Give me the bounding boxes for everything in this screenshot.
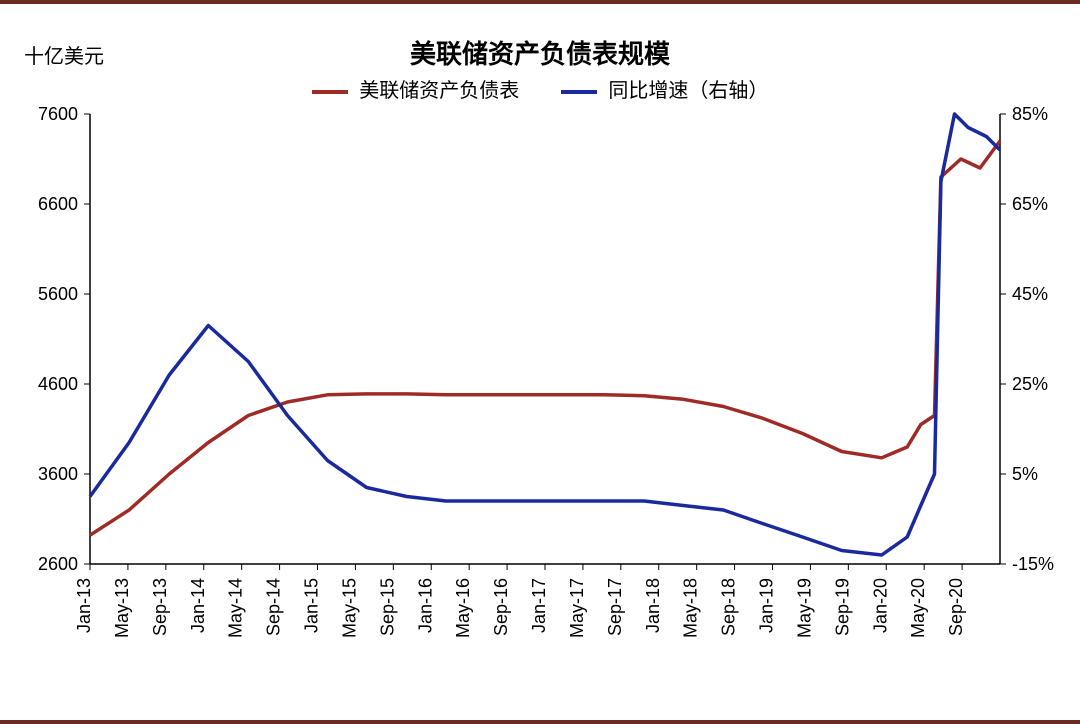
svg-text:3600: 3600 <box>38 464 78 484</box>
svg-text:6600: 6600 <box>38 194 78 214</box>
svg-text:May-13: May-13 <box>112 578 132 638</box>
svg-text:Jan-14: Jan-14 <box>188 578 208 633</box>
svg-text:Jan-17: Jan-17 <box>529 578 549 633</box>
svg-text:Jan-15: Jan-15 <box>302 578 322 633</box>
svg-text:Sep-14: Sep-14 <box>264 578 284 636</box>
svg-text:5%: 5% <box>1012 464 1038 484</box>
svg-text:May-15: May-15 <box>339 578 359 638</box>
svg-text:May-18: May-18 <box>681 578 701 638</box>
svg-text:45%: 45% <box>1012 284 1048 304</box>
chart-svg: 2600 3600 4600 5600 6600 7600 -15% 5% 25% 45% 65% 8… <box>0 104 1080 704</box>
svg-text:Jan-16: Jan-16 <box>415 578 435 633</box>
legend-item-series1: 美联储资产负债表 <box>312 80 525 102</box>
legend-swatch-2 <box>561 90 597 94</box>
legend-item-series2: 同比增速（右轴） <box>561 80 769 102</box>
svg-text:-15%: -15% <box>1012 554 1054 574</box>
legend-swatch-1 <box>312 90 348 94</box>
svg-text:Sep-15: Sep-15 <box>377 578 397 636</box>
svg-text:25%: 25% <box>1012 374 1048 394</box>
svg-text:Sep-20: Sep-20 <box>946 578 966 636</box>
svg-text:Sep-19: Sep-19 <box>832 578 852 636</box>
svg-text:May-14: May-14 <box>226 578 246 638</box>
legend-label-1: 美联储资产负债表 <box>359 80 519 102</box>
svg-text:Sep-13: Sep-13 <box>150 578 170 636</box>
svg-text:4600: 4600 <box>38 374 78 394</box>
chart-frame: 十亿美元 美联储资产负债表规模 美联储资产负债表 同比增速（右轴） 260036… <box>0 0 1080 724</box>
svg-text:May-16: May-16 <box>453 578 473 638</box>
svg-text:May-17: May-17 <box>567 578 587 638</box>
chart-title: 美联储资产负债表规模 <box>0 34 1080 71</box>
svg-text:5600: 5600 <box>38 284 78 304</box>
svg-text:Jan-20: Jan-20 <box>870 578 890 633</box>
svg-text:65%: 65% <box>1012 194 1048 214</box>
svg-text:Jan-18: Jan-18 <box>643 578 663 633</box>
svg-text:May-20: May-20 <box>908 578 928 638</box>
svg-text:Sep-16: Sep-16 <box>491 578 511 636</box>
svg-text:Jan-19: Jan-19 <box>757 578 777 633</box>
chart-area: 2600 3600 4600 5600 6600 7600 -15% 5% 25% 45% 65% 8… <box>0 104 1080 704</box>
svg-text:7600: 7600 <box>38 104 78 124</box>
svg-text:2600: 2600 <box>38 554 78 574</box>
svg-text:Sep-17: Sep-17 <box>605 578 625 636</box>
svg-text:May-19: May-19 <box>794 578 814 638</box>
svg-text:Sep-18: Sep-18 <box>719 578 739 636</box>
svg-text:85%: 85% <box>1012 104 1048 124</box>
legend: 美联储资产负债表 同比增速（右轴） <box>0 74 1080 103</box>
svg-text:Jan-13: Jan-13 <box>74 578 94 633</box>
legend-label-2: 同比增速（右轴） <box>608 80 768 102</box>
